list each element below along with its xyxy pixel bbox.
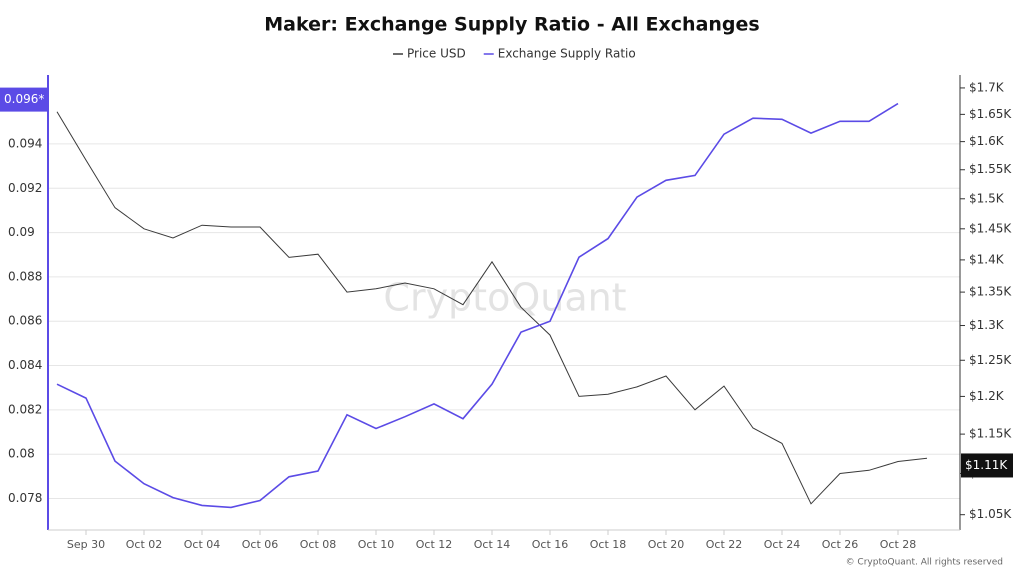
x-tick-label: Oct 16: [532, 538, 569, 551]
y-tick-label: 0.094: [8, 136, 42, 150]
footer: © CryptoQuant. All rights reserved: [846, 558, 1003, 568]
x-tick-label: Oct 26: [822, 538, 859, 551]
x-tick-label: Sep 30: [67, 538, 105, 551]
y2-tick-label: $1.45K: [969, 221, 1012, 235]
y-tick-label: 0.082: [8, 402, 42, 416]
y2-tick-label: $1.6K: [969, 134, 1005, 148]
x-tick-label: Oct 18: [590, 538, 627, 551]
y2-tick-label: $1.15K: [969, 427, 1012, 441]
y2-tick-label: $1.2K: [969, 389, 1005, 403]
y-tick-label: 0.08: [8, 447, 35, 461]
x-tick-label: Oct 24: [764, 538, 801, 551]
y2-tick-label: $1.55K: [969, 162, 1012, 176]
current-value-label: 0.096*: [4, 92, 44, 106]
y-tick-label: 0.09: [8, 225, 35, 239]
x-tick-label: Oct 06: [242, 538, 279, 551]
legend-label: Exchange Supply Ratio: [498, 47, 636, 61]
y2-tick-label: $1.05K: [969, 507, 1012, 521]
x-tick-label: Oct 02: [126, 538, 163, 551]
y-tick-label: 0.088: [8, 269, 42, 283]
series-line: [56, 111, 928, 505]
y2-tick-label: $1.35K: [969, 285, 1012, 299]
x-tick-label: Oct 12: [416, 538, 453, 551]
x-tick-label: Oct 14: [474, 538, 511, 551]
y-tick-label: 0.092: [8, 181, 42, 195]
legend-label: Price USD: [407, 47, 466, 61]
y-tick-label: 0.078: [8, 491, 42, 505]
y2-tick-label: $1.25K: [969, 353, 1012, 367]
y-tick-label: 0.086: [8, 314, 42, 328]
current-value-label: $1.11K: [965, 458, 1008, 472]
y-tick-label: 0.084: [8, 358, 42, 372]
x-tick-label: Oct 22: [706, 538, 743, 551]
y2-tick-label: $1.65K: [969, 107, 1012, 121]
current-value-box: [0, 87, 48, 112]
x-tick-label: Oct 28: [880, 538, 917, 551]
y2-tick-label: $1.4K: [969, 252, 1005, 266]
x-tick-label: Oct 20: [648, 538, 685, 551]
y2-tick-label: $1.7K: [969, 80, 1005, 94]
chart-title: Maker: Exchange Supply Ratio - All Excha…: [264, 14, 759, 36]
current-value-box: [961, 453, 1013, 478]
series-line: [56, 102, 899, 509]
y2-tick-label: $1.5K: [969, 191, 1005, 205]
x-tick-label: Oct 10: [358, 538, 395, 551]
y2-tick-label: $1.3K: [969, 318, 1005, 332]
x-tick-label: Oct 04: [184, 538, 221, 551]
x-tick-label: Oct 08: [300, 538, 337, 551]
